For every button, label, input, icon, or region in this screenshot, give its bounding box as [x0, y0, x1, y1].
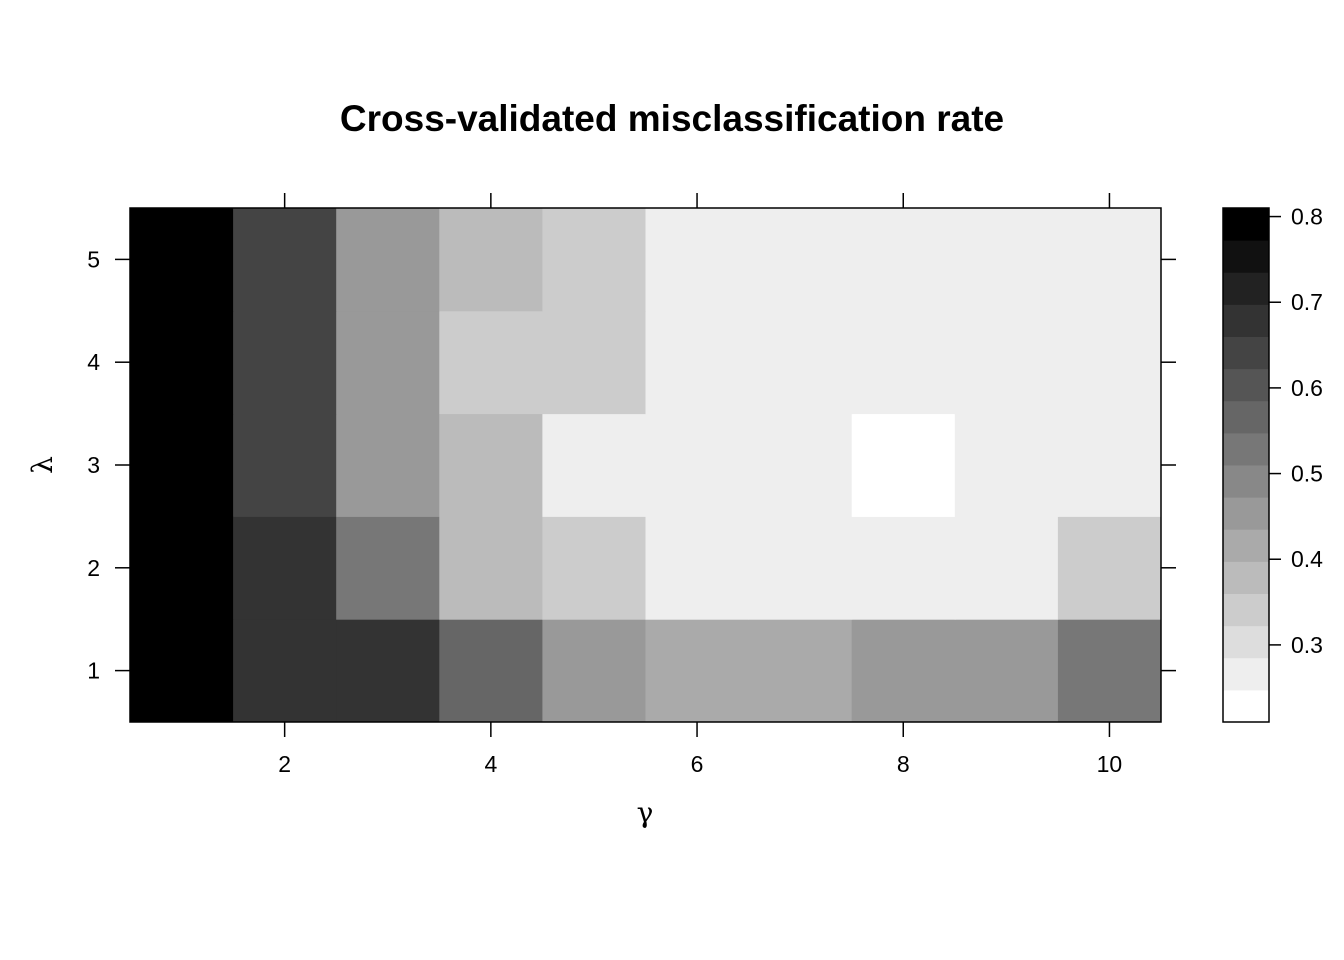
heatmap-cell	[233, 413, 337, 517]
y-tick-label: 2	[87, 555, 100, 581]
x-axis-label: γ	[637, 796, 654, 829]
colorbar-swatch	[1223, 497, 1269, 530]
heatmap-cell	[130, 310, 234, 415]
heatmap-cell	[748, 619, 853, 723]
colorbar-swatch	[1223, 336, 1269, 370]
heatmap-cell	[851, 208, 956, 312]
heatmap-cell	[645, 413, 750, 517]
heatmap-cell	[851, 516, 956, 620]
x-tick-label: 10	[1097, 751, 1123, 777]
colorbar: 0.3 0.4 0.5 0.6 0.7 0.8	[1222, 204, 1323, 723]
colorbar-tick-label: 0.4	[1291, 546, 1323, 572]
heatmap-cell	[439, 208, 543, 312]
colorbar-swatch	[1223, 368, 1269, 402]
x-tick-label: 8	[897, 751, 910, 777]
heatmap-cell	[542, 619, 646, 723]
heatmap-cell	[748, 310, 853, 415]
colorbar-swatch	[1223, 465, 1269, 498]
heatmap-cell	[1057, 310, 1162, 415]
colorbar-tick-label: 0.6	[1291, 375, 1323, 401]
y-tick-label: 5	[87, 246, 100, 272]
colorbar-swatch	[1223, 593, 1269, 627]
colorbar-tick-label: 0.5	[1291, 461, 1323, 487]
heatmap-cell	[1057, 516, 1162, 620]
colorbar-swatch	[1223, 208, 1269, 241]
heatmap-cell	[130, 516, 234, 620]
x-tick-label: 4	[484, 751, 497, 777]
colorbar-swatch	[1223, 400, 1269, 434]
heatmap-cell	[1057, 208, 1162, 312]
heatmap-cell	[439, 413, 543, 517]
heatmap-cell	[130, 619, 234, 723]
y-tick-label: 4	[87, 349, 100, 375]
heatmap-cell	[645, 619, 750, 723]
heatmap-cell	[439, 516, 543, 620]
heatmap-cell	[645, 208, 750, 312]
colorbar-swatch	[1223, 625, 1269, 659]
heatmap-cell	[439, 619, 543, 723]
heatmap-cell	[954, 516, 1059, 620]
colorbar-tick-label: 0.7	[1291, 289, 1323, 315]
heatmap-cell	[1057, 619, 1162, 723]
colorbar-swatch	[1223, 689, 1269, 723]
heatmap-cell	[233, 310, 337, 415]
heatmap-cell	[542, 208, 646, 312]
heatmap-cell	[542, 310, 646, 415]
heatmap-cell	[851, 310, 956, 415]
heatmap-cell	[130, 208, 234, 312]
heatmap-cell	[645, 516, 750, 620]
colorbar-tick-label: 0.3	[1291, 632, 1323, 658]
heatmap-cell	[233, 208, 337, 312]
heatmap-cell	[954, 208, 1059, 312]
y-axis-label: λ	[26, 456, 59, 474]
x-tick-label: 2	[278, 751, 291, 777]
colorbar-swatch	[1223, 240, 1269, 273]
heatmap-cell	[439, 310, 543, 415]
chart-title: Cross-validated misclassification rate	[340, 98, 1004, 139]
heatmap-cell	[954, 310, 1059, 415]
heatmap-cell	[851, 619, 956, 723]
heatmap-cell	[336, 310, 440, 415]
y-tick-label: 3	[87, 452, 100, 478]
heatmap-cell	[336, 208, 440, 312]
heatmap-cell	[748, 516, 853, 620]
heatmap-cell	[336, 516, 440, 620]
x-tick-label: 6	[691, 751, 704, 777]
heatmap-cell	[336, 413, 440, 517]
heatmap-cell	[542, 516, 646, 620]
colorbar-swatch	[1223, 561, 1269, 594]
heatmap-cell	[130, 413, 234, 517]
heatmap-cell	[954, 619, 1059, 723]
colorbar-border	[1222, 207, 1270, 723]
heatmap-cell	[542, 413, 646, 517]
colorbar-swatch	[1223, 272, 1269, 305]
heatmap-cell	[851, 413, 956, 517]
heatmap-cell	[1057, 413, 1162, 517]
heatmap-cell	[233, 619, 337, 723]
heatmap-cell	[336, 619, 440, 723]
colorbar-swatch	[1223, 529, 1269, 562]
heatmap-cell	[748, 208, 853, 312]
heatmap-cell	[954, 413, 1059, 517]
heatmap-cell	[233, 516, 337, 620]
colorbar-tick-label: 0.8	[1291, 204, 1323, 230]
heatmap-cell	[645, 310, 750, 415]
heatmap-cells	[130, 208, 1162, 723]
heatmap-cell	[748, 413, 853, 517]
colorbar-swatch	[1223, 304, 1269, 337]
colorbar-swatch	[1223, 432, 1269, 466]
colorbar-swatch	[1223, 657, 1269, 691]
y-tick-label: 1	[87, 658, 100, 684]
